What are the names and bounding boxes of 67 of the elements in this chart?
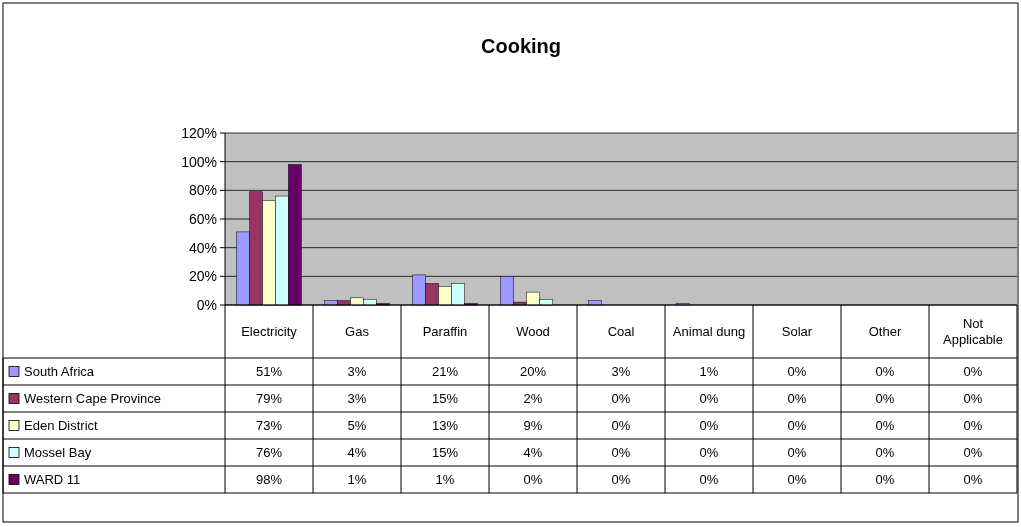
data-label: 0% [523, 472, 543, 488]
legend-label: WARD 11 [24, 472, 81, 488]
x-tick-label: Wood [516, 324, 550, 340]
chart-title: Cooking [481, 35, 561, 57]
data-label: 0% [787, 391, 807, 407]
data-label: 51% [255, 364, 283, 380]
data-label: 3% [347, 364, 367, 380]
x-tick-label: Gas [345, 324, 370, 340]
data-label: 0% [699, 391, 719, 407]
y-tick-label: 80% [188, 182, 217, 199]
legend-label: Eden District [24, 418, 99, 434]
y-tick-label: 0% [196, 296, 217, 313]
data-label: 21% [431, 364, 459, 380]
data-label: 0% [611, 391, 631, 407]
legend-label: Mossel Bay [24, 445, 92, 461]
x-tick-label: Electricity [241, 324, 298, 340]
data-label: 4% [523, 445, 543, 461]
data-label: 5% [347, 418, 367, 434]
data-label: 0% [787, 445, 807, 461]
x-tick-label: Other [868, 324, 902, 340]
data-label: 0% [699, 418, 719, 434]
legend-label: Western Cape Province [24, 391, 162, 407]
data-label: 0% [875, 445, 895, 461]
data-label: 3% [611, 364, 631, 380]
y-tick-label: 120% [181, 124, 217, 141]
data-label: 0% [875, 391, 895, 407]
data-label: 0% [963, 472, 983, 488]
data-label: 1% [435, 472, 455, 488]
x-tick-label: Animal dung [672, 324, 746, 340]
data-label: 1% [347, 472, 367, 488]
data-label: 4% [347, 445, 367, 461]
data-label: 76% [255, 445, 283, 461]
data-label: 0% [699, 445, 719, 461]
legend-label: South Africa [24, 364, 95, 380]
x-tick-label: Coal [607, 324, 635, 340]
data-label: 0% [611, 418, 631, 434]
data-label: 20% [519, 364, 547, 380]
data-label: 98% [255, 472, 283, 488]
data-label: 0% [611, 445, 631, 461]
data-label: 13% [431, 418, 459, 434]
data-label: 2% [523, 391, 543, 407]
data-label: 0% [875, 472, 895, 488]
x-tick-label: Not Applicable [943, 316, 1003, 348]
data-label: 0% [875, 418, 895, 434]
data-label: 1% [699, 364, 719, 380]
data-label: 9% [523, 418, 543, 434]
data-label: 0% [699, 472, 719, 488]
data-label: 0% [875, 364, 895, 380]
data-label: 0% [787, 472, 807, 488]
y-tick-label: 60% [188, 210, 217, 227]
y-tick-label: 100% [181, 153, 217, 170]
x-tick-label: Paraffin [422, 324, 468, 340]
data-label: 0% [963, 364, 983, 380]
data-label: 3% [347, 391, 367, 407]
data-label: 0% [787, 364, 807, 380]
data-label: 79% [255, 391, 283, 407]
x-tick-label: Solar [781, 324, 813, 340]
data-label: 0% [611, 472, 631, 488]
y-tick-label: 20% [188, 268, 217, 285]
data-label: 0% [787, 418, 807, 434]
y-tick-label: 40% [188, 239, 217, 256]
data-label: 15% [431, 445, 459, 461]
data-label: 15% [431, 391, 459, 407]
data-label: 0% [963, 445, 983, 461]
data-label: 73% [255, 418, 283, 434]
data-label: 0% [963, 418, 983, 434]
data-label: 0% [963, 391, 983, 407]
